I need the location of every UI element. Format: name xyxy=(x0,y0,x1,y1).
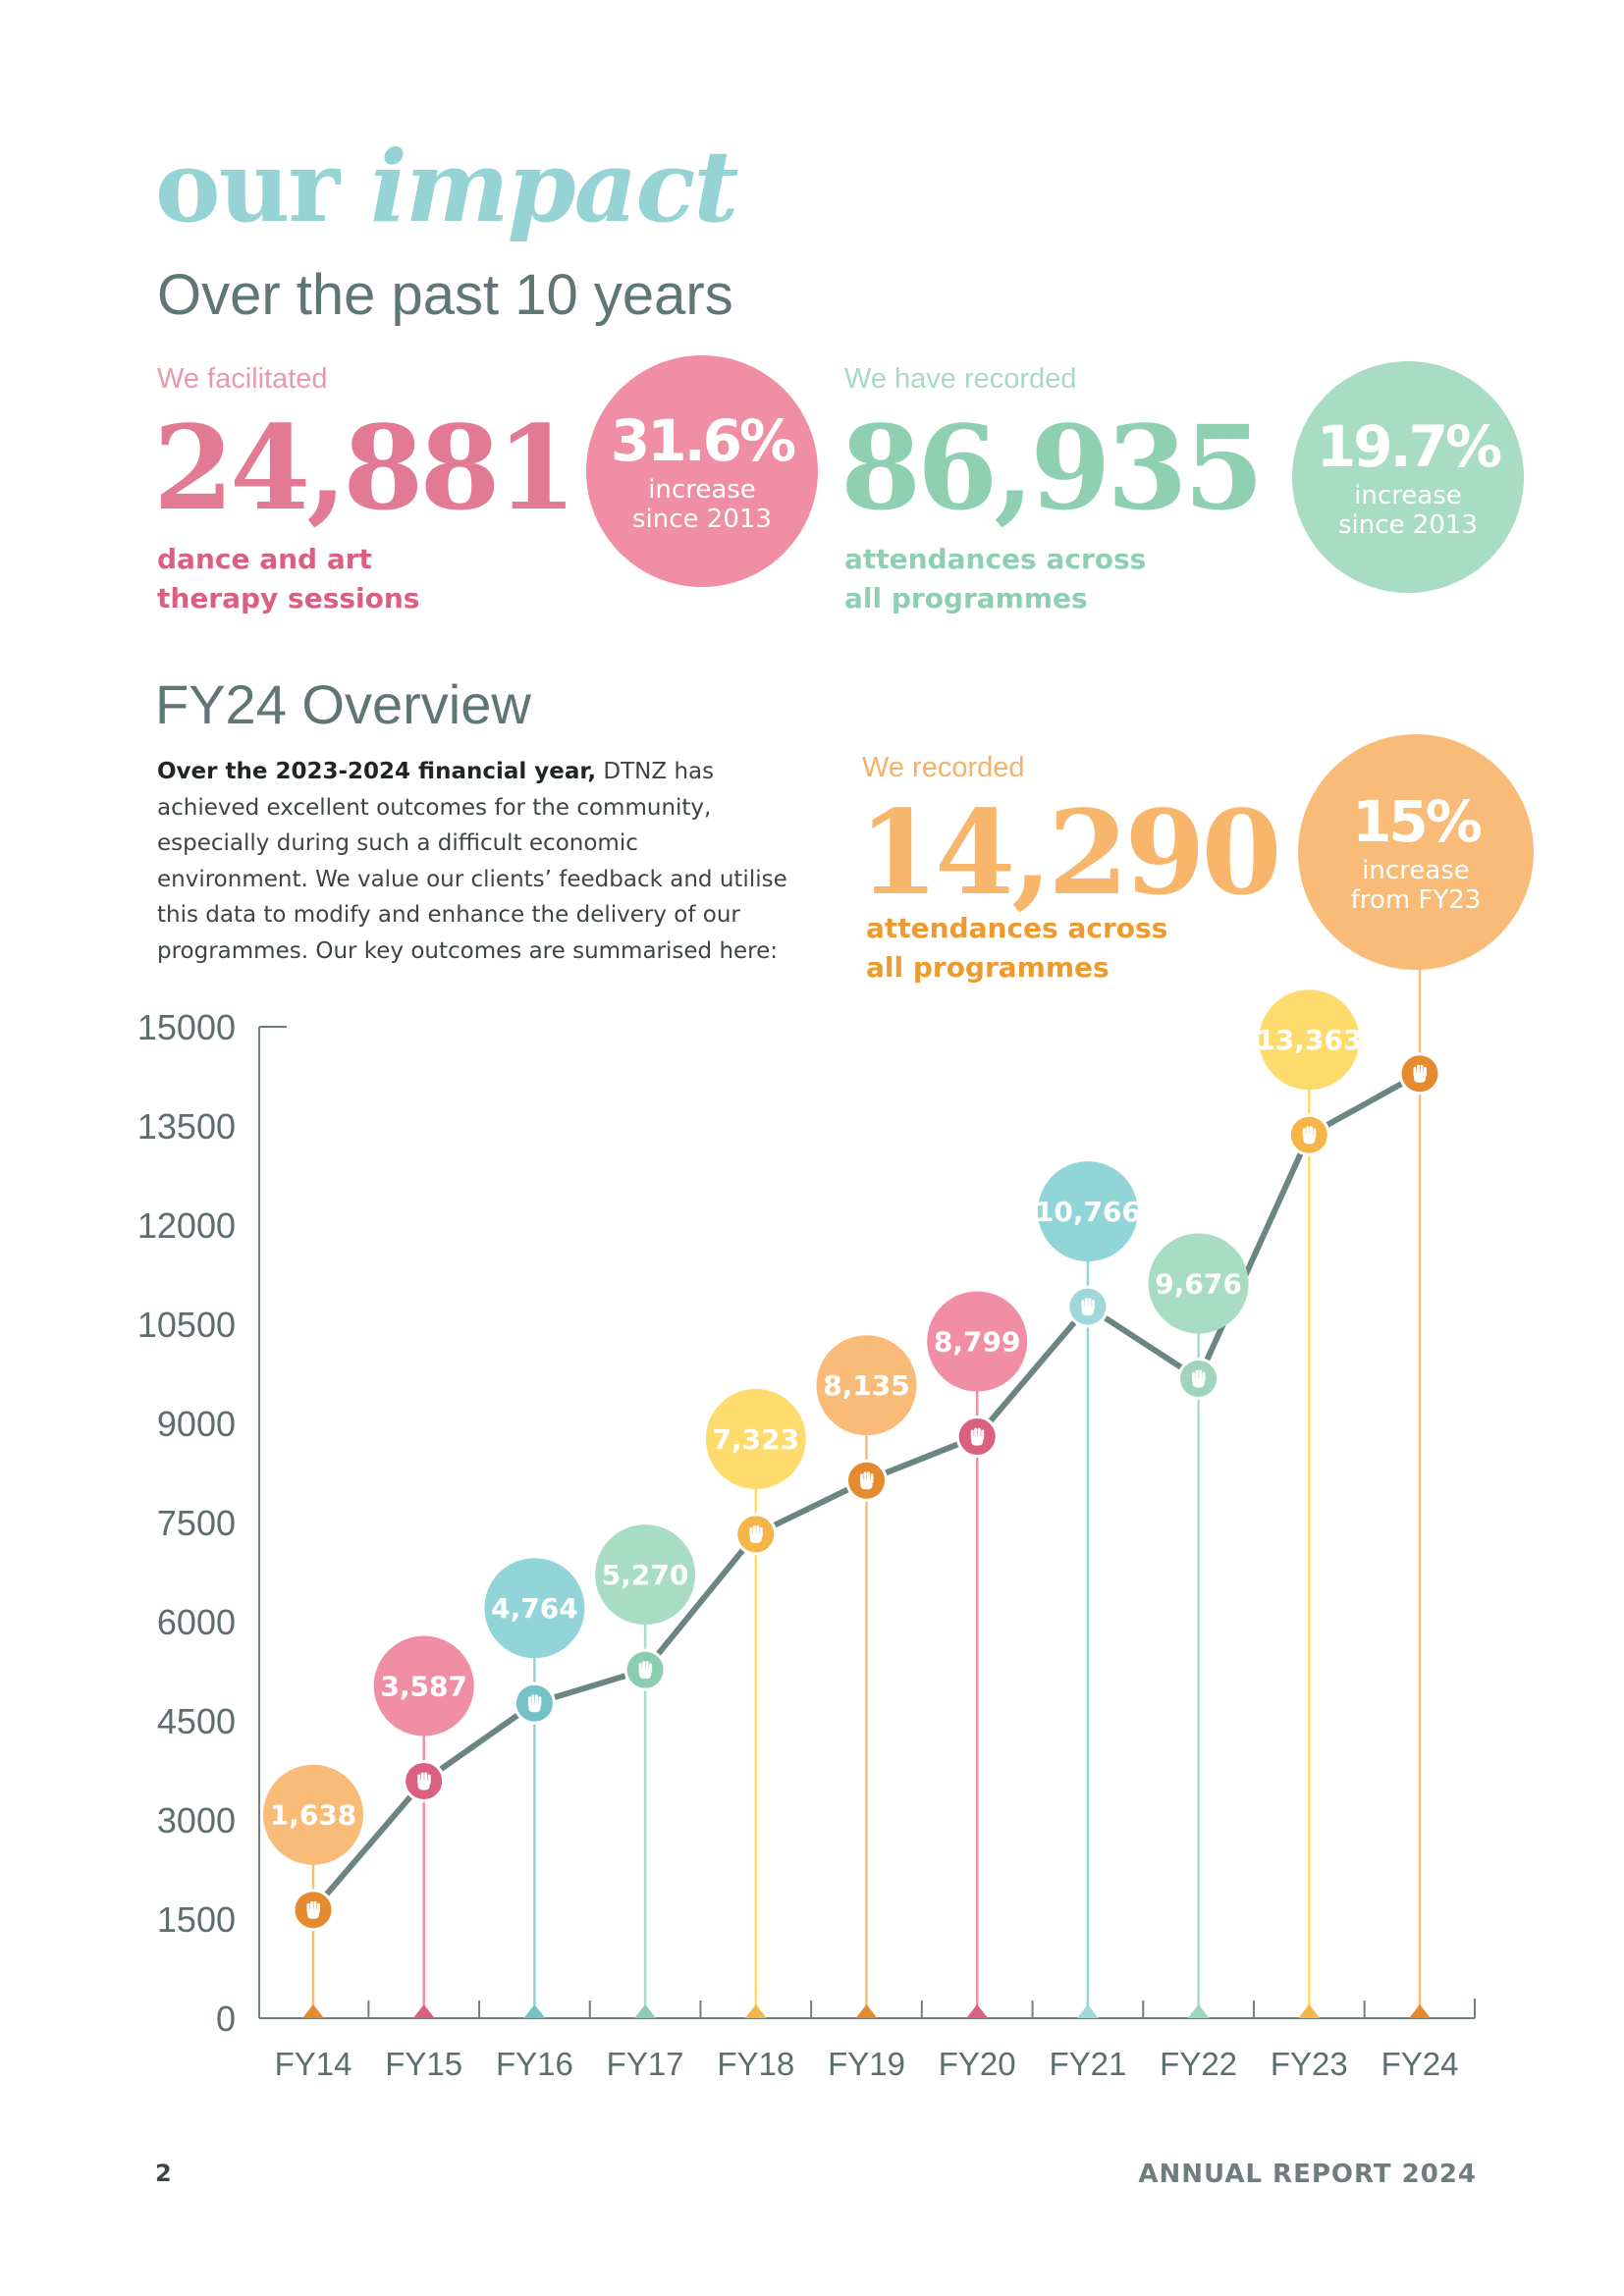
hand-icon xyxy=(417,1772,431,1790)
sessions-description: dance and art therapy sessions xyxy=(157,540,419,618)
hand-icon xyxy=(1081,1298,1095,1316)
base-marker xyxy=(1076,2004,1099,2018)
attendances-badge-text: increase since 2013 xyxy=(1338,481,1478,540)
intro-bold-lead: Over the 2023-2024 financial year, xyxy=(157,759,597,784)
sessions-increase-badge: 31.6% increase since 2013 xyxy=(586,355,818,587)
x-tick-label: FY14 xyxy=(275,2046,352,2082)
base-marker xyxy=(634,2004,657,2018)
value-bubble xyxy=(595,1524,696,1626)
y-tick-label: 7500 xyxy=(157,1503,236,1543)
hand-icon xyxy=(749,1524,763,1543)
hand-icon xyxy=(970,1427,985,1446)
data-label: 4,764 xyxy=(491,1592,578,1625)
y-tick-label: 9000 xyxy=(157,1404,236,1444)
x-tick-label: FY16 xyxy=(496,2046,573,2082)
sessions-value: 24,881 xyxy=(153,400,577,536)
value-bubble xyxy=(1148,1233,1249,1334)
y-tick-label: 1500 xyxy=(157,1899,236,1940)
data-label: 1,638 xyxy=(270,1799,357,1832)
attendances-increase-badge: 19.7% increase since 2013 xyxy=(1292,361,1524,593)
fy24-badge-value: 15% xyxy=(1352,788,1483,855)
fy24-label: We recorded xyxy=(862,752,1025,783)
y-tick-label: 10500 xyxy=(137,1305,236,1345)
data-label: 10,766 xyxy=(1035,1196,1141,1228)
base-marker xyxy=(412,2004,435,2018)
fy24-desc-line2: all programmes xyxy=(866,951,1110,984)
y-tick-label: 4500 xyxy=(157,1701,236,1741)
value-bubble xyxy=(1259,989,1360,1091)
hand-icon xyxy=(306,1900,320,1919)
section-subtitle: Over the past 10 years xyxy=(157,263,733,327)
intro-body: DTNZ has achieved excellent outcomes for… xyxy=(157,759,787,964)
base-marker xyxy=(302,2004,324,2018)
base-marker xyxy=(744,2004,767,2018)
fy24-increase-badge: 15% increase from FY23 xyxy=(1298,734,1534,970)
value-bubble xyxy=(373,1635,474,1736)
fy24-badge-text: increase from FY23 xyxy=(1350,856,1482,915)
fy24-description: attendances across all programmes xyxy=(866,909,1167,988)
sessions-desc-line1: dance and art xyxy=(157,543,372,575)
y-tick-label: 6000 xyxy=(157,1602,236,1642)
attendances-desc-line2: all programmes xyxy=(844,582,1088,614)
x-tick-label: FY18 xyxy=(717,2046,794,2082)
x-tick-label: FY15 xyxy=(385,2046,462,2082)
value-bubble xyxy=(1037,1161,1138,1262)
base-marker xyxy=(523,2004,546,2018)
y-tick-label: 12000 xyxy=(137,1205,236,1246)
base-marker xyxy=(1409,2004,1431,2018)
x-tick-label: FY23 xyxy=(1271,2046,1348,2082)
data-label: 9,676 xyxy=(1155,1267,1242,1300)
value-bubble xyxy=(484,1558,585,1659)
page-number: 2 xyxy=(155,2160,172,2187)
y-tick-label: 15000 xyxy=(137,1007,236,1047)
y-tick-label: 13500 xyxy=(137,1106,236,1147)
overview-heading: FY24 Overview xyxy=(155,673,531,735)
value-bubble xyxy=(263,1764,363,1865)
hand-icon xyxy=(860,1471,874,1490)
overview-intro: Over the 2023-2024 financial year, DTNZ … xyxy=(157,754,795,969)
data-label: 13,363 xyxy=(1256,1024,1362,1056)
hand-icon xyxy=(638,1661,653,1680)
data-label: 8,135 xyxy=(823,1369,910,1402)
fy24-desc-line1: attendances across xyxy=(866,912,1168,944)
attendances-badge-value: 19.7% xyxy=(1316,413,1502,480)
hand-icon xyxy=(527,1694,542,1713)
x-tick-label: FY22 xyxy=(1160,2046,1237,2082)
attendances-description: attendances across all programmes xyxy=(844,540,1146,618)
value-bubble xyxy=(927,1291,1028,1392)
attendances-label: We have recorded xyxy=(844,363,1077,395)
fy24-value: 14,290 xyxy=(858,784,1282,921)
base-marker xyxy=(1298,2004,1321,2018)
hand-icon xyxy=(1302,1126,1317,1145)
attendances-value: 86,935 xyxy=(840,400,1265,536)
x-tick-label: FY19 xyxy=(828,2046,905,2082)
value-bubble xyxy=(816,1335,917,1436)
base-marker xyxy=(966,2004,989,2018)
data-label: 3,587 xyxy=(380,1670,467,1702)
x-tick-label: FY21 xyxy=(1049,2046,1126,2082)
sessions-badge-value: 31.6% xyxy=(610,407,796,474)
x-tick-label: FY17 xyxy=(607,2046,684,2082)
x-tick-label: FY20 xyxy=(939,2046,1016,2082)
hand-icon xyxy=(1192,1369,1206,1388)
sessions-desc-line2: therapy sessions xyxy=(157,582,420,614)
y-tick-label: 0 xyxy=(216,1999,236,2039)
attendances-desc-line1: attendances across xyxy=(844,543,1147,575)
footer-title: ANNUAL REPORT 2024 xyxy=(1138,2160,1477,2189)
sessions-label: We facilitated xyxy=(157,363,328,395)
title-part-impact: impact xyxy=(369,129,739,244)
y-tick-label: 3000 xyxy=(157,1800,236,1841)
data-label: 8,799 xyxy=(934,1326,1021,1359)
x-tick-label: FY24 xyxy=(1381,2046,1459,2082)
data-label: 7,323 xyxy=(713,1423,800,1456)
value-bubble xyxy=(705,1388,806,1489)
base-marker xyxy=(1187,2004,1210,2018)
data-label: 5,270 xyxy=(602,1559,689,1591)
page-title: our impact xyxy=(155,137,739,236)
title-part-our: our xyxy=(155,129,340,244)
sessions-badge-text: increase since 2013 xyxy=(632,475,772,534)
hand-icon xyxy=(1413,1064,1427,1083)
base-marker xyxy=(855,2004,878,2018)
